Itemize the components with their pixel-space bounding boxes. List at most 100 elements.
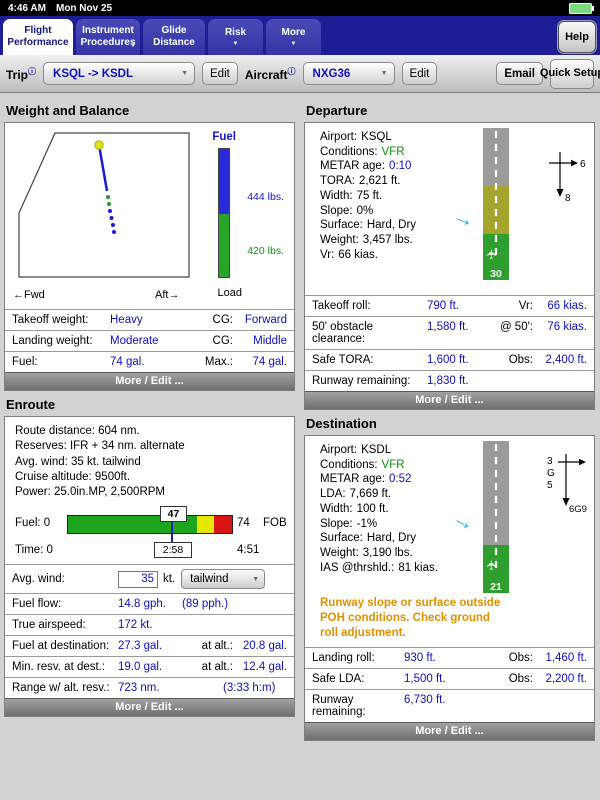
- info-icon[interactable]: ⓘ: [28, 66, 37, 76]
- chevron-down-icon: ▼: [130, 42, 136, 49]
- tab-label: More: [281, 27, 306, 39]
- aft-axis-label: Aft→: [155, 289, 180, 301]
- row-value: 19.0 gal.: [118, 661, 163, 674]
- fuel-time-gauge: Fuel: 0 74 FOB 47 Time: 0 2:58 4:51: [5, 506, 294, 564]
- status-bar: 4:46 AM Mon Nov 25: [0, 0, 600, 16]
- departure-runway-diagram: ✈ 30: [483, 128, 509, 280]
- avg-wind-input[interactable]: [118, 570, 158, 588]
- row-value2: 1,460 ft.: [545, 651, 587, 664]
- row-value2: 2,200 ft.: [545, 672, 587, 685]
- takeoff-weight-row: Takeoff weight: Heavy CG: Forward: [5, 309, 294, 330]
- avg-wind-line: Avg. wind: 35 kt. tailwind: [15, 455, 141, 468]
- destination-more-edit-button[interactable]: More / Edit ...: [305, 721, 594, 740]
- destination-runway-diagram: ✈ 21: [483, 441, 509, 593]
- tab-more[interactable]: More ▼: [266, 19, 321, 55]
- gauge-marker-line[interactable]: [171, 509, 173, 557]
- airplane-icon: ✈: [484, 248, 499, 259]
- row-label2: @ 50':: [499, 321, 533, 333]
- row-value: 723 nm.: [118, 682, 160, 695]
- row-value: 74 gal.: [110, 356, 145, 368]
- weight-balance-more-edit-button[interactable]: More / Edit ...: [5, 372, 294, 390]
- chevron-down-icon: ▼: [232, 40, 239, 47]
- safe-tora-row: Safe TORA: 1,600 ft. Obs: 2,400 ft.: [305, 349, 594, 370]
- enroute-more-edit-button[interactable]: More / Edit ...: [5, 698, 294, 717]
- runway-number: 21: [490, 581, 502, 593]
- fuel-top-value: 444 lbs.: [247, 191, 284, 203]
- fuel-bar-blue-segment: [219, 149, 229, 214]
- true-airspeed-row: True airspeed: 172 kt.: [5, 614, 294, 635]
- email-button[interactable]: Email: [496, 62, 543, 85]
- trip-edit-button[interactable]: Edit: [202, 62, 238, 85]
- fuel-gauge-bar: [67, 515, 233, 535]
- wind-gust-1: 3: [547, 456, 553, 467]
- row-label: True airspeed:: [12, 619, 86, 632]
- battery-icon: [569, 2, 594, 14]
- fuel-flow-row: Fuel flow: 14.8 gph. (89 pph.): [5, 593, 294, 614]
- wind-gust-2: G: [547, 468, 555, 479]
- tab-risk[interactable]: Risk ▼: [208, 19, 263, 55]
- departure-wind-indicator: 6 8: [549, 152, 586, 203]
- row-value: 27.3 gal.: [118, 640, 163, 653]
- row-value: 172 kt.: [118, 619, 153, 632]
- row-value: Heavy: [110, 314, 143, 326]
- info-icon[interactable]: ⓘ: [287, 66, 296, 76]
- runway-remaining-row: Runway remaining: 6,730 ft.: [305, 688, 594, 722]
- departure-more-edit-button[interactable]: More / Edit ...: [305, 391, 594, 409]
- row-value: 1,580 ft.: [427, 321, 469, 333]
- aircraft-edit-button[interactable]: Edit: [401, 62, 438, 85]
- cruise-altitude-line: Cruise altitude: 9500ft.: [15, 470, 131, 483]
- row-label: 50' obstacle clearance:: [312, 321, 374, 345]
- load-axis-label: Load: [217, 287, 242, 299]
- safe-lda-row: Safe LDA: 1,500 ft. Obs: 2,200 ft.: [305, 667, 594, 689]
- gauge-marker-time: 2:58: [154, 542, 192, 559]
- gauge-fuel-max: 74: [237, 517, 250, 530]
- row-label: Range w/ alt. resv.:: [12, 682, 110, 695]
- trip-select[interactable]: KSQL -> KSDL ▼: [43, 62, 196, 85]
- destination-wind-indicator: 3 G 5 6G9: [547, 454, 587, 514]
- gauge-fob-label: FOB: [263, 517, 287, 530]
- fuel-at-destination-row: Fuel at destination: 27.3 gal. at alt.: …: [5, 635, 294, 656]
- departure-title: Departure: [306, 103, 368, 118]
- enroute-title: Enroute: [6, 397, 56, 412]
- fuel-row: Fuel: 74 gal. Max.: 74 gal.: [5, 351, 294, 372]
- clock: 4:46 AM: [8, 2, 46, 14]
- gauge-time-max: 4:51: [237, 544, 260, 557]
- gauge-marker-fuel[interactable]: 47: [160, 506, 187, 523]
- fwd-axis-label: ←Fwd: [13, 289, 45, 301]
- row-label2: Vr:: [518, 300, 533, 312]
- row-label: Landing weight:: [12, 335, 93, 347]
- cg-envelope-area: Fuel 444 lbs. 420 lbs. Load ←Fwd Aft→: [5, 123, 294, 309]
- row-label: Min. resv. at dest.:: [12, 661, 106, 674]
- destination-airport-info: Airport: KSDL Conditions: VFR METAR age: 0:…: [320, 444, 438, 574]
- destination-title: Destination: [306, 416, 377, 431]
- gauge-red-zone: [214, 516, 232, 534]
- row-value: 1,600 ft.: [427, 354, 469, 366]
- aircraft-select[interactable]: NXG36 ▼: [302, 62, 395, 85]
- metar-age-value: 0:52: [388, 473, 412, 486]
- destination-panel: Airport: KSDL Conditions: VFR METAR age: 0:…: [304, 435, 595, 741]
- tab-label: Glide Distance: [153, 25, 195, 48]
- row-value2: Forward: [244, 314, 287, 326]
- row-value2: 66 kias.: [547, 300, 587, 312]
- fuel-bottom-value: 420 lbs.: [247, 245, 284, 257]
- metar-age-value: 0:10: [388, 160, 412, 173]
- enroute-info: Route distance: 604 nm. Reserves: IFR + …: [5, 417, 294, 504]
- tab-flight-performance[interactable]: Flight Performance: [3, 19, 73, 55]
- row-label2: Obs:: [508, 651, 533, 664]
- wind-direction-select[interactable]: tailwind ▼: [181, 569, 266, 590]
- headwind-value: 8: [565, 193, 571, 203]
- row-value: 6,730 ft.: [404, 693, 446, 706]
- row-label2: at alt.:: [201, 640, 233, 653]
- takeoff-cg-point: [94, 140, 104, 150]
- quick-setup-button[interactable]: Quick Setup: [540, 58, 600, 89]
- row-label: Avg. wind:: [12, 573, 65, 586]
- touchdown-point-arrow-icon: →: [448, 504, 481, 537]
- help-button[interactable]: Help: [558, 21, 596, 53]
- tab-glide-distance[interactable]: Glide Distance: [143, 19, 205, 55]
- tab-instrument-procedures[interactable]: Instrument Procedures ▼: [76, 19, 140, 55]
- row-label: Runway remaining:: [312, 375, 411, 387]
- airport-value: KSDL: [361, 444, 392, 456]
- row-value: 1,830 ft.: [427, 375, 469, 387]
- row-label2: Max.:: [204, 356, 233, 368]
- row-label2: at alt.:: [201, 661, 233, 674]
